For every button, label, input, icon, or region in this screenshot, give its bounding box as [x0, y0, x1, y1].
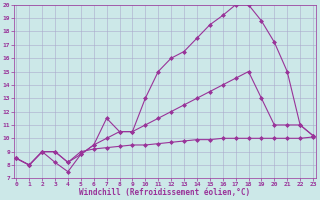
X-axis label: Windchill (Refroidissement éolien,°C): Windchill (Refroidissement éolien,°C) — [79, 188, 250, 197]
